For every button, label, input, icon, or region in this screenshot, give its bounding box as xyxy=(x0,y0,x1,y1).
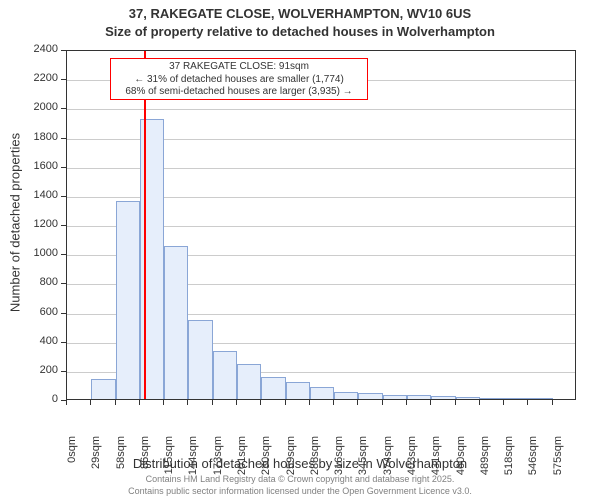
highlight-line xyxy=(144,51,146,399)
y-tick-mark xyxy=(61,196,66,197)
chart-title: 37, RAKEGATE CLOSE, WOLVERHAMPTON, WV10 … xyxy=(0,6,600,21)
y-tick-mark xyxy=(61,79,66,80)
y-tick-label: 1400 xyxy=(0,189,58,201)
annotation-line-3: 68% of semi-detached houses are larger (… xyxy=(115,86,363,99)
histogram-bar xyxy=(261,377,285,399)
histogram-bar xyxy=(407,395,431,399)
x-tick-mark xyxy=(285,400,286,405)
x-tick-mark xyxy=(455,400,456,405)
x-tick-mark xyxy=(430,400,431,405)
histogram-bar xyxy=(164,246,188,399)
y-tick-label: 1000 xyxy=(0,247,58,259)
annotation-box: 37 RAKEGATE CLOSE: 91sqm ← 31% of detach… xyxy=(110,58,368,100)
x-tick-mark xyxy=(115,400,116,405)
x-tick-mark xyxy=(212,400,213,405)
y-tick-label: 400 xyxy=(0,335,58,347)
y-tick-mark xyxy=(61,313,66,314)
x-tick-mark xyxy=(260,400,261,405)
y-tick-label: 1200 xyxy=(0,218,58,230)
x-tick-mark xyxy=(552,400,553,405)
footer-line-2: Contains public sector information licen… xyxy=(0,486,600,496)
y-tick-label: 2400 xyxy=(0,43,58,55)
x-tick-mark xyxy=(187,400,188,405)
histogram-bar xyxy=(358,393,382,399)
histogram-bar xyxy=(91,379,115,399)
histogram-bar xyxy=(383,395,407,399)
y-tick-label: 2000 xyxy=(0,101,58,113)
y-tick-mark xyxy=(61,108,66,109)
y-tick-mark xyxy=(61,225,66,226)
histogram-bar xyxy=(480,398,504,399)
x-tick-mark xyxy=(236,400,237,405)
x-tick-mark xyxy=(479,400,480,405)
x-tick-mark xyxy=(503,400,504,405)
annotation-line-1: 37 RAKEGATE CLOSE: 91sqm xyxy=(115,61,363,74)
y-tick-mark xyxy=(61,371,66,372)
histogram-bar xyxy=(334,392,358,399)
x-tick-mark xyxy=(382,400,383,405)
x-tick-mark xyxy=(139,400,140,405)
histogram-bar xyxy=(528,398,552,399)
y-tick-mark xyxy=(61,50,66,51)
histogram-bar xyxy=(310,387,334,399)
x-tick-mark xyxy=(309,400,310,405)
y-tick-label: 1600 xyxy=(0,160,58,172)
x-tick-mark xyxy=(333,400,334,405)
histogram-bar xyxy=(213,351,237,399)
footer-line-1: Contains HM Land Registry data © Crown c… xyxy=(0,474,600,484)
y-tick-label: 1800 xyxy=(0,131,58,143)
y-tick-label: 600 xyxy=(0,306,58,318)
y-tick-label: 2200 xyxy=(0,72,58,84)
y-tick-mark xyxy=(61,138,66,139)
histogram-bar xyxy=(116,201,140,399)
y-tick-mark xyxy=(61,283,66,284)
y-tick-label: 200 xyxy=(0,364,58,376)
x-tick-mark xyxy=(66,400,67,405)
chart-container: 37, RAKEGATE CLOSE, WOLVERHAMPTON, WV10 … xyxy=(0,0,600,500)
histogram-bar xyxy=(286,382,310,400)
x-axis-label: Distribution of detached houses by size … xyxy=(0,456,600,471)
histogram-bar xyxy=(456,397,480,399)
x-tick-mark xyxy=(406,400,407,405)
y-tick-label: 0 xyxy=(0,393,58,405)
histogram-bar xyxy=(431,396,455,399)
x-tick-mark xyxy=(527,400,528,405)
histogram-bar xyxy=(504,398,528,399)
y-tick-mark xyxy=(61,254,66,255)
y-tick-mark xyxy=(61,342,66,343)
y-tick-label: 800 xyxy=(0,276,58,288)
y-tick-mark xyxy=(61,167,66,168)
annotation-line-2: ← 31% of detached houses are smaller (1,… xyxy=(115,74,363,87)
x-tick-mark xyxy=(163,400,164,405)
x-tick-mark xyxy=(90,400,91,405)
chart-subtitle: Size of property relative to detached ho… xyxy=(0,24,600,39)
histogram-bar xyxy=(188,320,212,399)
histogram-bar xyxy=(237,364,261,399)
x-tick-mark xyxy=(357,400,358,405)
plot-area xyxy=(66,50,576,400)
